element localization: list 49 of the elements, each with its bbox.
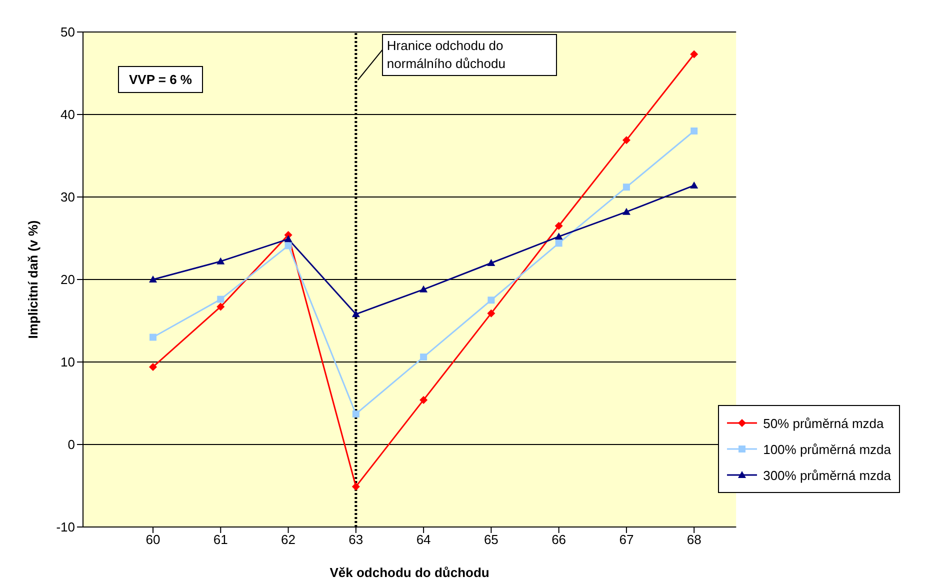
point <box>488 296 495 304</box>
point <box>420 396 428 404</box>
point <box>487 259 496 266</box>
point <box>420 354 428 361</box>
point <box>149 276 157 282</box>
point <box>487 309 496 318</box>
point <box>554 232 563 240</box>
y-tick-label: 50 <box>60 24 75 40</box>
point <box>420 285 428 292</box>
point <box>352 310 360 318</box>
y-tick-label: 30 <box>60 190 75 205</box>
point <box>352 482 360 491</box>
x-tick-label: 61 <box>213 532 228 548</box>
x-tick-label: 66 <box>552 532 566 548</box>
x-tick-label: 64 <box>416 532 431 548</box>
y-tick-label: -10 <box>56 520 75 535</box>
point <box>216 302 225 311</box>
point <box>284 242 292 250</box>
x-tick-label: 62 <box>281 532 296 548</box>
x-tick-label: 63 <box>348 532 364 548</box>
point <box>217 296 224 303</box>
note-box: Hranice odchodu do normálního důchodu <box>382 34 557 76</box>
point <box>690 128 698 134</box>
point <box>622 136 630 144</box>
note-box: VVP = 6 % <box>118 66 203 93</box>
y-tick-label: 0 <box>68 437 75 452</box>
legend-label: 50% průměrná mzda <box>763 416 884 430</box>
point <box>149 362 157 371</box>
y-tick-label: 40 <box>60 107 75 122</box>
point <box>555 240 562 247</box>
point <box>554 222 563 230</box>
y-axis-title: Implicitní daň (v %) <box>26 220 41 339</box>
point <box>690 181 698 188</box>
point <box>622 184 630 191</box>
x-axis-title: Věk odchodu do důchodu <box>330 565 490 580</box>
point <box>622 208 630 215</box>
x-tick-label: 68 <box>686 532 702 548</box>
point <box>690 50 698 58</box>
y-tick-label: 10 <box>60 354 75 370</box>
legend-label: 100% průměrná mzda <box>763 442 891 456</box>
x-tick-label: 65 <box>484 532 498 548</box>
x-tick-label: 60 <box>146 532 160 548</box>
x-tick-label: 67 <box>619 532 634 548</box>
y-tick-label: 20 <box>60 272 75 288</box>
point <box>150 334 156 341</box>
point <box>216 257 225 264</box>
legend-label: 300% průměrná mzda <box>763 468 891 482</box>
point <box>352 410 360 418</box>
point <box>284 235 292 242</box>
